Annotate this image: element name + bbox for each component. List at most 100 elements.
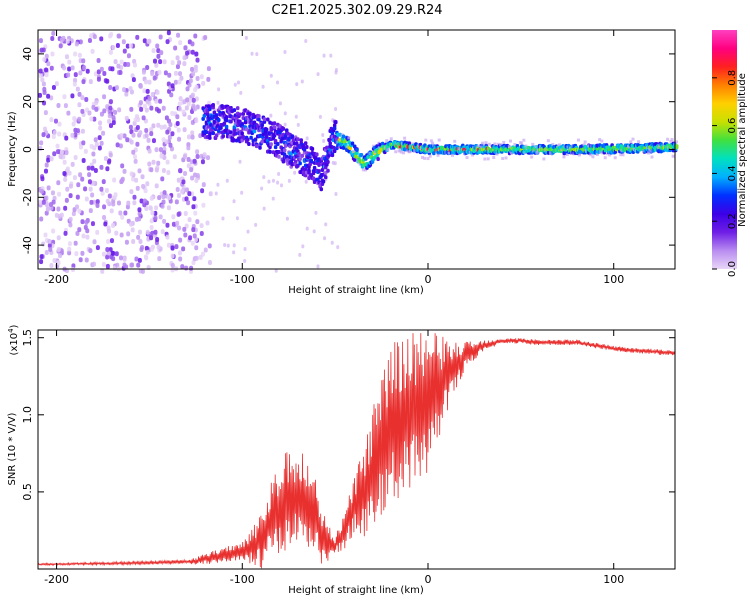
spectrogram-cell (583, 140, 587, 144)
spectrogram-cell (178, 237, 183, 243)
spectrogram-cell (279, 183, 283, 188)
spectrogram-cell (128, 86, 133, 92)
spectrogram-cell (56, 102, 61, 108)
spectrogram-cell (147, 38, 152, 44)
spectrogram-cell (145, 65, 150, 71)
spectrogram-cell (136, 262, 141, 268)
spectrogram-cell (531, 142, 535, 146)
spectrogram-cell (233, 82, 237, 87)
spectrogram-cell (94, 141, 99, 147)
spectrogram-cell (44, 250, 49, 256)
spectrogram-cell (62, 94, 67, 100)
spectrogram-cell (39, 47, 44, 53)
spectrogram-cell (195, 173, 200, 179)
spectrogram-cell (171, 214, 176, 220)
spectrogram-cell (277, 172, 281, 177)
spectrogram-cell (63, 230, 68, 236)
spectrogram-cell (371, 144, 375, 148)
spectrogram-cell (170, 263, 175, 269)
spectrogram-cell (43, 110, 48, 116)
spectrogram-y-tick-label: -20 (21, 188, 34, 206)
spectrogram-cell (89, 116, 94, 122)
spectrogram-cell (73, 72, 78, 78)
spectrogram-cell (119, 232, 124, 238)
spectrogram-cell (648, 147, 652, 151)
spectrogram-cell (158, 98, 163, 104)
spectrogram-cell (39, 254, 44, 260)
spectrogram-cell (120, 214, 125, 220)
spectrogram-cell (126, 200, 131, 206)
spectrogram-cell (576, 138, 580, 142)
spectrogram-cell (316, 264, 320, 269)
spectrogram-cell (208, 191, 213, 197)
spectrogram-cell (160, 229, 165, 235)
spectrogram-cell (49, 156, 54, 162)
spectrogram-cell (167, 88, 172, 94)
spectrogram-cell (389, 137, 393, 141)
spectrogram-cell (182, 226, 187, 232)
spectrogram-cell (132, 194, 137, 200)
spectrogram-cell (109, 238, 114, 244)
spectrogram-cell (120, 176, 125, 182)
spectrogram-cell (80, 108, 85, 114)
snr-y-axis-label: SNR (10 * V/V) (7, 412, 18, 485)
spectrogram-cell (328, 141, 332, 146)
spectrogram-cell (41, 241, 46, 247)
spectrogram-cell (534, 145, 538, 149)
spectrogram-cell (262, 117, 267, 122)
spectrogram-cell (156, 160, 161, 166)
spectrogram-cell (44, 195, 49, 201)
spectrogram-cell (78, 172, 83, 178)
snr-x-tick-label: -100 (230, 573, 255, 586)
spectrogram-cell (271, 150, 276, 155)
spectrogram-cell (154, 98, 159, 104)
colorbar-tick-label: 0.0 (727, 261, 738, 277)
spectrogram-cell (148, 205, 153, 211)
spectrogram-cell (649, 149, 653, 153)
spectrogram-cell (108, 49, 113, 55)
spectrogram-cell (120, 163, 125, 169)
spectrogram-cell (190, 130, 195, 136)
spectrogram-cell (105, 247, 110, 253)
spectrogram-cell (77, 52, 82, 58)
spectrogram-cell (57, 191, 62, 197)
spectrogram-cell (565, 152, 569, 156)
spectrogram-cell (157, 69, 162, 75)
spectrogram-cell (43, 126, 48, 132)
spectrogram-cell (129, 139, 134, 145)
spectrogram-cell (147, 148, 152, 154)
spectrogram-cell (578, 149, 582, 154)
spectrogram-cell (144, 205, 149, 211)
spectrogram-cell (246, 137, 250, 142)
spectrogram-cell (58, 253, 63, 259)
spectrogram-cell (350, 141, 355, 146)
spectrogram-cell (92, 239, 97, 245)
spectrogram-cell (631, 137, 635, 141)
spectrogram-cell (269, 113, 273, 118)
spectrogram-cell (52, 129, 57, 135)
spectrogram-cell (476, 144, 480, 148)
spectrogram-cell (67, 246, 72, 252)
spectrogram-cell (172, 154, 177, 160)
spectrogram-cell (155, 90, 160, 96)
spectrogram-cell (129, 171, 134, 177)
spectrogram-cell (165, 159, 170, 165)
spectrogram-cell (150, 71, 155, 77)
spectrogram-cell (99, 186, 104, 192)
spectrogram-cell (584, 148, 588, 152)
spectrogram-cell (73, 154, 78, 160)
spectrogram-cell (240, 131, 244, 136)
spectrogram-cell (73, 77, 78, 83)
spectrogram-cell (269, 73, 273, 78)
spectrogram-cell (271, 196, 275, 201)
spectrogram-cell (141, 183, 146, 189)
spectrogram-cell (355, 148, 359, 153)
spectrogram-cell (199, 223, 204, 229)
spectrogram-cell (142, 88, 147, 94)
spectrogram-cell (139, 247, 144, 253)
spectrogram-cell (312, 229, 316, 234)
spectrogram-cell (530, 155, 534, 159)
spectrogram-cell (104, 187, 109, 193)
snr-x-tick-label: 0 (425, 573, 432, 586)
